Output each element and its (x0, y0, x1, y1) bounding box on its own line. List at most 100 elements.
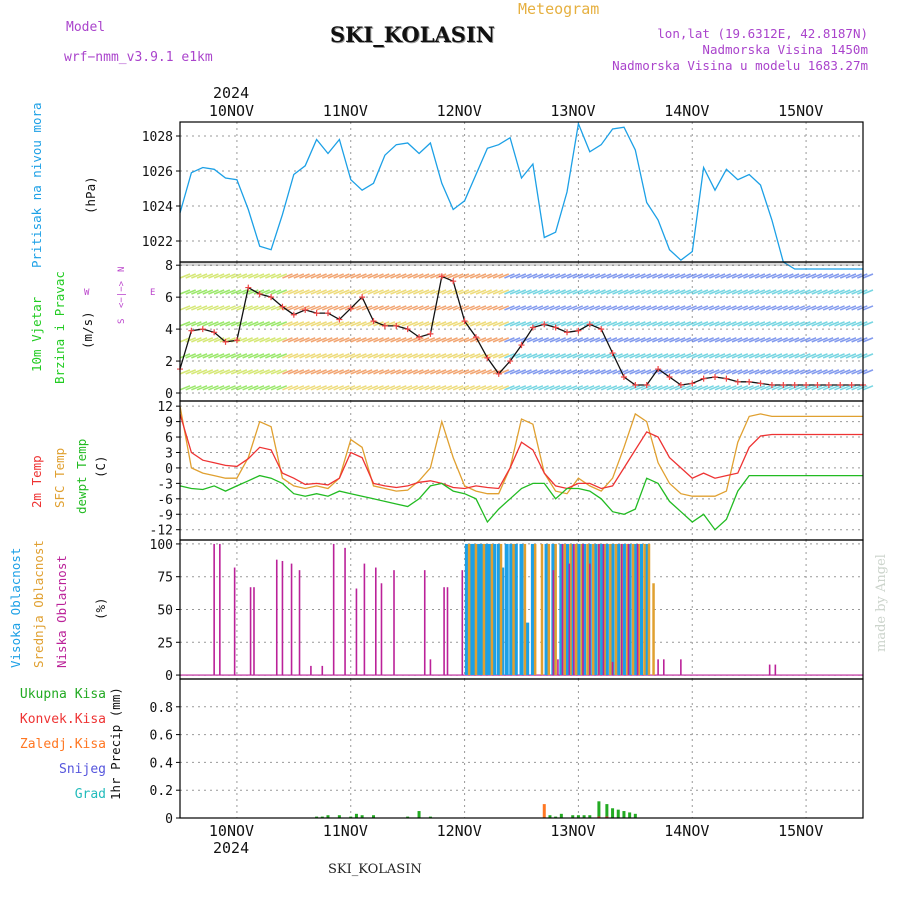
precip-bar-0 (622, 811, 626, 818)
wind-barb (208, 353, 219, 359)
cloud-bar-0 (627, 543, 632, 676)
wind-barb (287, 289, 299, 295)
wind-barb (230, 321, 242, 327)
wind-barb (583, 305, 595, 311)
precip-legend-frz: Zaledj.Kisa (19, 737, 106, 752)
wind-barb (652, 305, 663, 311)
wind-barb (413, 305, 424, 311)
wind-barb (196, 337, 208, 343)
cloud-bar-0 (464, 543, 469, 676)
cloud-bar-1 (614, 543, 618, 676)
wind-barb (191, 369, 202, 375)
wind-barb (606, 321, 618, 327)
dewpt-line (179, 474, 863, 531)
temp-ytick-label: -3 (157, 477, 173, 492)
wind-barb (475, 321, 487, 327)
wind-barb (452, 321, 464, 327)
wind-barb (515, 337, 527, 343)
wind-barb (356, 385, 367, 391)
wind-barb (407, 321, 418, 327)
wind-barb (845, 321, 857, 327)
wind-barb (333, 337, 344, 343)
wind-barb (327, 353, 339, 359)
wind-gust-marker (450, 278, 457, 285)
wind-gust-marker (712, 374, 719, 381)
wind-barb (310, 369, 322, 375)
wind-barb (395, 353, 407, 359)
wind-barb (407, 353, 418, 359)
wind-barb (276, 321, 288, 327)
wind-barb (549, 369, 561, 375)
wind-barb (800, 273, 811, 279)
wind-barb (367, 385, 379, 391)
wind-barb (555, 289, 566, 295)
wind-barb (202, 321, 214, 327)
wind-barb (839, 289, 851, 295)
pressure-panel-bg (180, 122, 863, 262)
wind-barb (316, 369, 327, 375)
wind-barb (617, 353, 629, 359)
wind-barb (265, 289, 276, 295)
wind-barb (566, 273, 578, 279)
wind-barb (566, 321, 578, 327)
wind-barb (191, 305, 202, 311)
wind-barb (248, 321, 259, 327)
wind-gust-marker (518, 342, 525, 349)
cloud-bar-2 (374, 567, 377, 676)
cloud-bar-0 (492, 543, 497, 676)
wind-barb (606, 353, 618, 359)
wind-barb (800, 289, 811, 295)
wind-barb (230, 305, 242, 311)
wind-barb (287, 353, 299, 359)
wind-barb (270, 273, 282, 279)
wind-barb (538, 273, 549, 279)
wind-barb (475, 353, 487, 359)
wind-barb (714, 353, 726, 359)
wind-barb (709, 337, 720, 343)
wind-barb (566, 369, 578, 375)
wind-barb (771, 385, 783, 391)
wind-barb (418, 353, 430, 359)
wind-barb (714, 273, 726, 279)
wind-barb (230, 353, 242, 359)
wind-barb (526, 337, 538, 343)
wind-barb (213, 321, 225, 327)
wind-barb (851, 305, 862, 311)
wind-barb (703, 273, 714, 279)
wind-barb (765, 305, 777, 311)
wind-barb (845, 305, 857, 311)
wind-gust-marker (677, 382, 684, 389)
wind-barb (771, 305, 783, 311)
wind-barb (543, 305, 555, 311)
cloud-bar-2 (332, 543, 335, 676)
wind-barb (538, 353, 549, 359)
wind-barb (208, 369, 219, 375)
wind-barb (259, 337, 270, 343)
wind-barb (720, 273, 732, 279)
wind-barb (367, 369, 379, 375)
wind-barb (691, 337, 703, 343)
wind-barb (310, 289, 322, 295)
wind-barb (225, 321, 236, 327)
wind-barb (737, 385, 749, 391)
wind-gust-marker (461, 318, 468, 325)
wind-barb (299, 321, 310, 327)
wind-barb (771, 337, 783, 343)
wind-barb (242, 273, 253, 279)
precip-legend-snow: Snijeg (59, 762, 106, 777)
wind-barb (498, 305, 510, 311)
precip-bar-0 (633, 813, 637, 818)
wind-barb (663, 337, 675, 343)
wind-barb (845, 385, 857, 391)
wind-barb (225, 305, 236, 311)
wind-barb (464, 353, 475, 359)
wind-barb (680, 385, 692, 391)
wind-barb (509, 305, 521, 311)
wind-barb (265, 321, 276, 327)
wind-barb (441, 369, 453, 375)
x-tick-label-top: 13NOV (550, 102, 595, 120)
wind-barb (270, 369, 282, 375)
wind-barb (669, 321, 680, 327)
wind-barb (401, 353, 413, 359)
cloud-bar-0 (582, 543, 587, 676)
